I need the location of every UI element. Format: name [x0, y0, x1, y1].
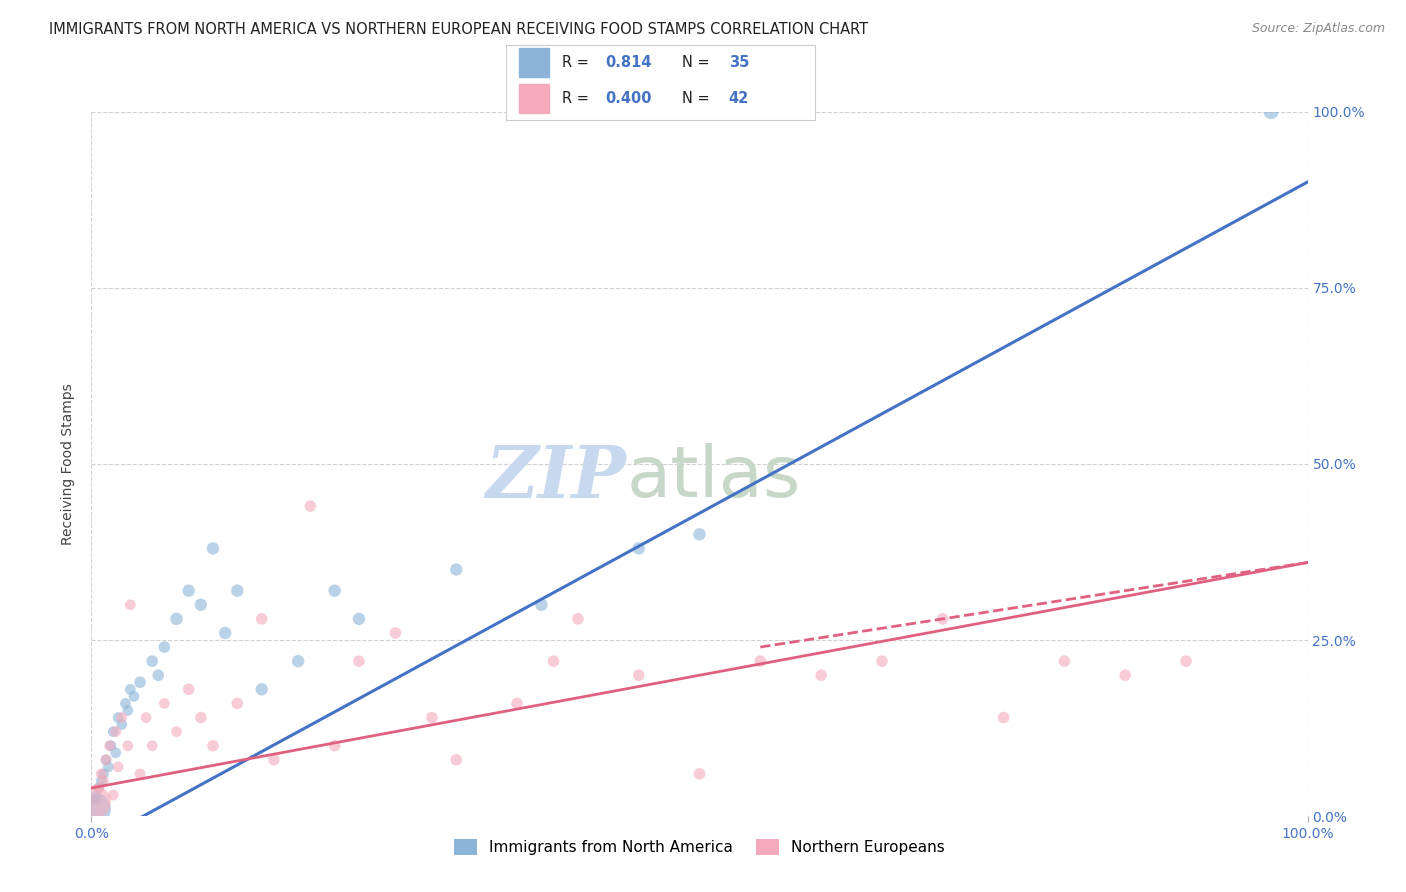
Point [543, 654, 565, 668]
Point [688, 527, 710, 541]
Point [166, 724, 188, 739]
Point [1175, 654, 1198, 668]
Point [323, 739, 346, 753]
Point [384, 626, 406, 640]
Point [141, 739, 163, 753]
Text: R =: R = [562, 91, 593, 106]
Point [688, 767, 710, 781]
Point [627, 541, 650, 556]
Point [83, 802, 105, 816]
Point [93, 774, 115, 789]
Point [103, 724, 125, 739]
Point [993, 710, 1015, 724]
Point [148, 668, 170, 682]
Point [250, 612, 273, 626]
Point [107, 710, 129, 724]
Point [420, 710, 443, 724]
Point [287, 654, 309, 668]
Point [444, 563, 467, 577]
Point [141, 654, 163, 668]
Point [870, 654, 893, 668]
Point [100, 739, 122, 753]
Point [104, 746, 127, 760]
Point [117, 739, 139, 753]
Text: Source: ZipAtlas.com: Source: ZipAtlas.com [1251, 22, 1385, 36]
Point [104, 724, 127, 739]
Point [214, 626, 236, 640]
Y-axis label: Receiving Food Stamps: Receiving Food Stamps [62, 383, 76, 545]
Bar [519, 48, 550, 78]
Point [122, 690, 145, 704]
Text: 35: 35 [728, 55, 749, 70]
Legend: Immigrants from North America, Northern Europeans: Immigrants from North America, Northern … [449, 833, 950, 862]
Text: atlas: atlas [627, 443, 801, 512]
Point [107, 760, 129, 774]
Point [114, 697, 136, 711]
Point [135, 710, 157, 724]
Point [83, 795, 105, 809]
Point [749, 654, 772, 668]
Point [627, 668, 650, 682]
Point [153, 697, 176, 711]
Point [567, 612, 589, 626]
Point [1114, 668, 1136, 682]
Point [117, 703, 139, 717]
Point [93, 767, 115, 781]
Point [84, 791, 107, 805]
Point [263, 753, 285, 767]
Point [166, 612, 188, 626]
Point [87, 780, 110, 795]
Point [97, 760, 120, 774]
Bar [519, 84, 550, 112]
Point [1053, 654, 1076, 668]
Point [190, 710, 212, 724]
Point [90, 774, 112, 789]
Point [190, 598, 212, 612]
Point [202, 541, 225, 556]
Text: N =: N = [682, 91, 714, 106]
Point [177, 682, 200, 697]
Text: N =: N = [682, 55, 714, 70]
Point [120, 682, 142, 697]
Point [111, 717, 134, 731]
Point [90, 767, 112, 781]
Text: 42: 42 [728, 91, 749, 106]
Text: IMMIGRANTS FROM NORTH AMERICA VS NORTHERN EUROPEAN RECEIVING FOOD STAMPS CORRELA: IMMIGRANTS FROM NORTH AMERICA VS NORTHER… [49, 22, 869, 37]
Text: 0.814: 0.814 [605, 55, 651, 70]
Point [1260, 104, 1282, 119]
Point [444, 753, 467, 767]
Point [153, 640, 176, 654]
Point [347, 654, 370, 668]
Point [103, 788, 125, 802]
Point [250, 682, 273, 697]
Point [129, 767, 152, 781]
Point [202, 739, 225, 753]
Point [299, 499, 322, 513]
Text: ZIP: ZIP [485, 442, 627, 514]
Text: 0.400: 0.400 [605, 91, 651, 106]
Point [98, 739, 121, 753]
Point [931, 612, 953, 626]
Point [87, 780, 110, 795]
Point [506, 697, 529, 711]
Point [226, 697, 249, 711]
Point [323, 583, 346, 598]
Point [226, 583, 249, 598]
Point [347, 612, 370, 626]
Point [111, 710, 134, 724]
Text: R =: R = [562, 55, 593, 70]
Point [530, 598, 553, 612]
Point [177, 583, 200, 598]
Point [810, 668, 832, 682]
Point [94, 753, 117, 767]
Point [129, 675, 152, 690]
Point [94, 753, 117, 767]
Point [120, 598, 142, 612]
